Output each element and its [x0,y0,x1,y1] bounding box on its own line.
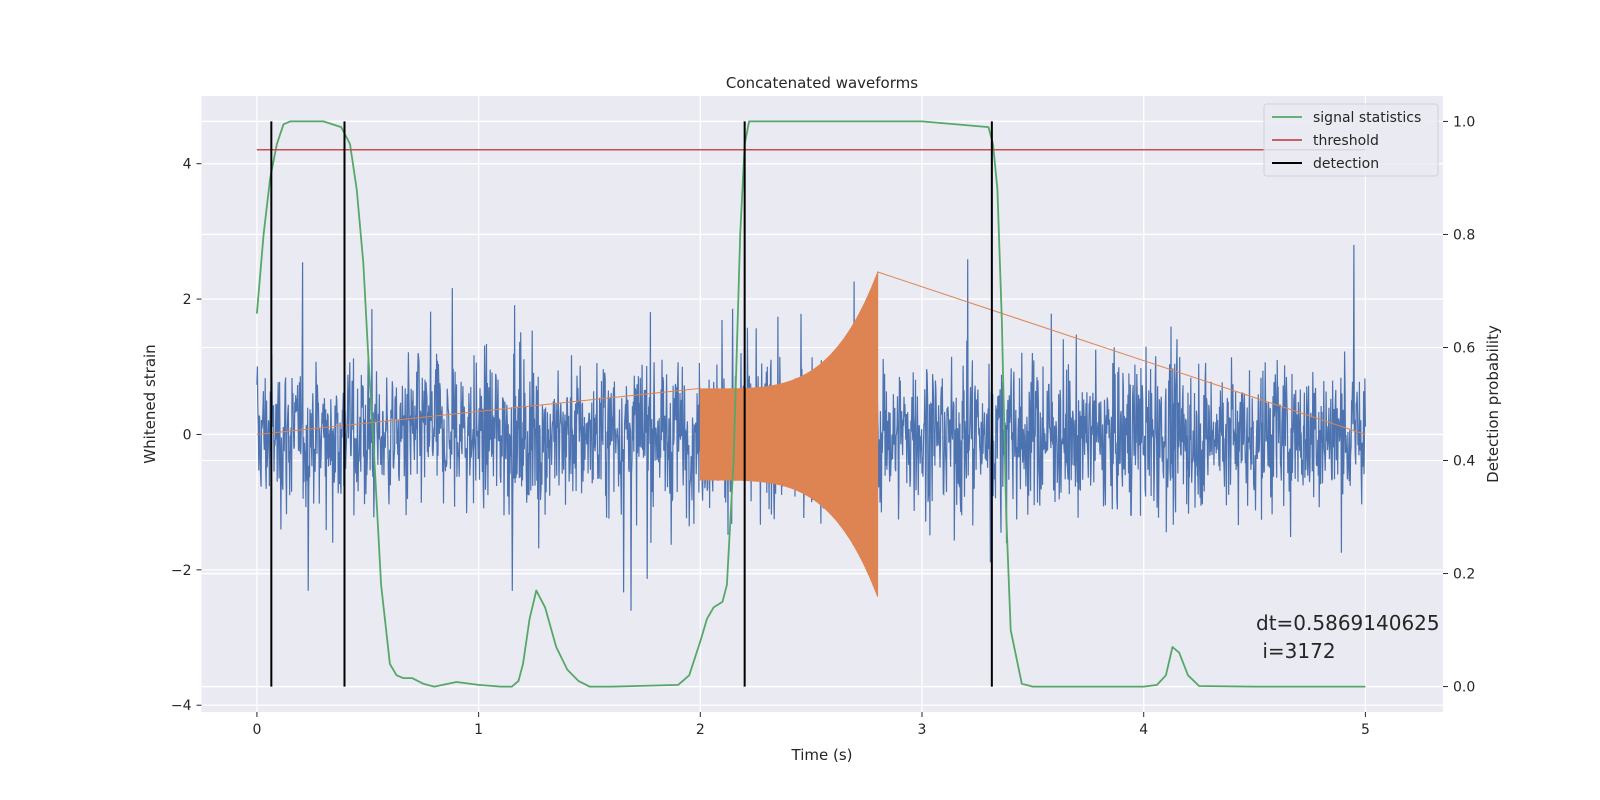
y2-tick-label: 0.8 [1453,227,1475,243]
y-axis-label: Whitened strain [141,344,159,463]
legend-label-detection: detection [1313,156,1379,172]
y-tick-label: 4 [183,157,192,173]
legend-label-threshold: threshold [1313,133,1379,149]
injection-series [256,271,1366,597]
y-tick-label: 2 [183,292,192,308]
x-tick-label: 3 [918,722,927,738]
y2-tick-label: 0.4 [1453,454,1475,470]
annotation-line-1: dt=0.5869140625 [1256,611,1440,635]
x-tick-label: 1 [474,722,483,738]
y2-tick-label: 0.2 [1453,567,1475,583]
signal-statistics-series [256,120,1366,688]
y-tick-label: −2 [171,563,192,579]
y-tick-label: −4 [171,698,192,714]
y2-tick-label: 0.6 [1453,340,1475,356]
legend: signal statistics threshold detection [1263,103,1439,177]
detection-series [270,121,993,687]
y-tick-label: 0 [183,427,192,443]
x-tick-label: 0 [252,722,261,738]
tick-marks: 0 1 2 3 4 5 −4 −2 0 2 4 0.0 0.2 0.4 0.6 0.8 1.0 [171,114,1475,738]
legend-box [1263,103,1439,177]
annotation: dt=0.5869140625 i=3172 [1256,611,1440,663]
signal-statistics-line [256,120,1366,688]
legend-label-signal-statistics: signal statistics [1313,110,1421,126]
x-axis-label: Time (s) [791,746,853,764]
chart-title: Concatenated waveforms [726,74,918,92]
y2-tick-label: 1.0 [1453,114,1475,130]
x-tick-label: 4 [1139,722,1148,738]
y2-axis-label: Detection probability [1484,325,1502,483]
annotation-line-2: i=3172 [1256,639,1336,663]
y2-tick-label: 0.0 [1453,680,1475,696]
x-tick-label: 5 [1361,722,1370,738]
injection-line [256,271,1366,597]
x-tick-label: 2 [696,722,705,738]
